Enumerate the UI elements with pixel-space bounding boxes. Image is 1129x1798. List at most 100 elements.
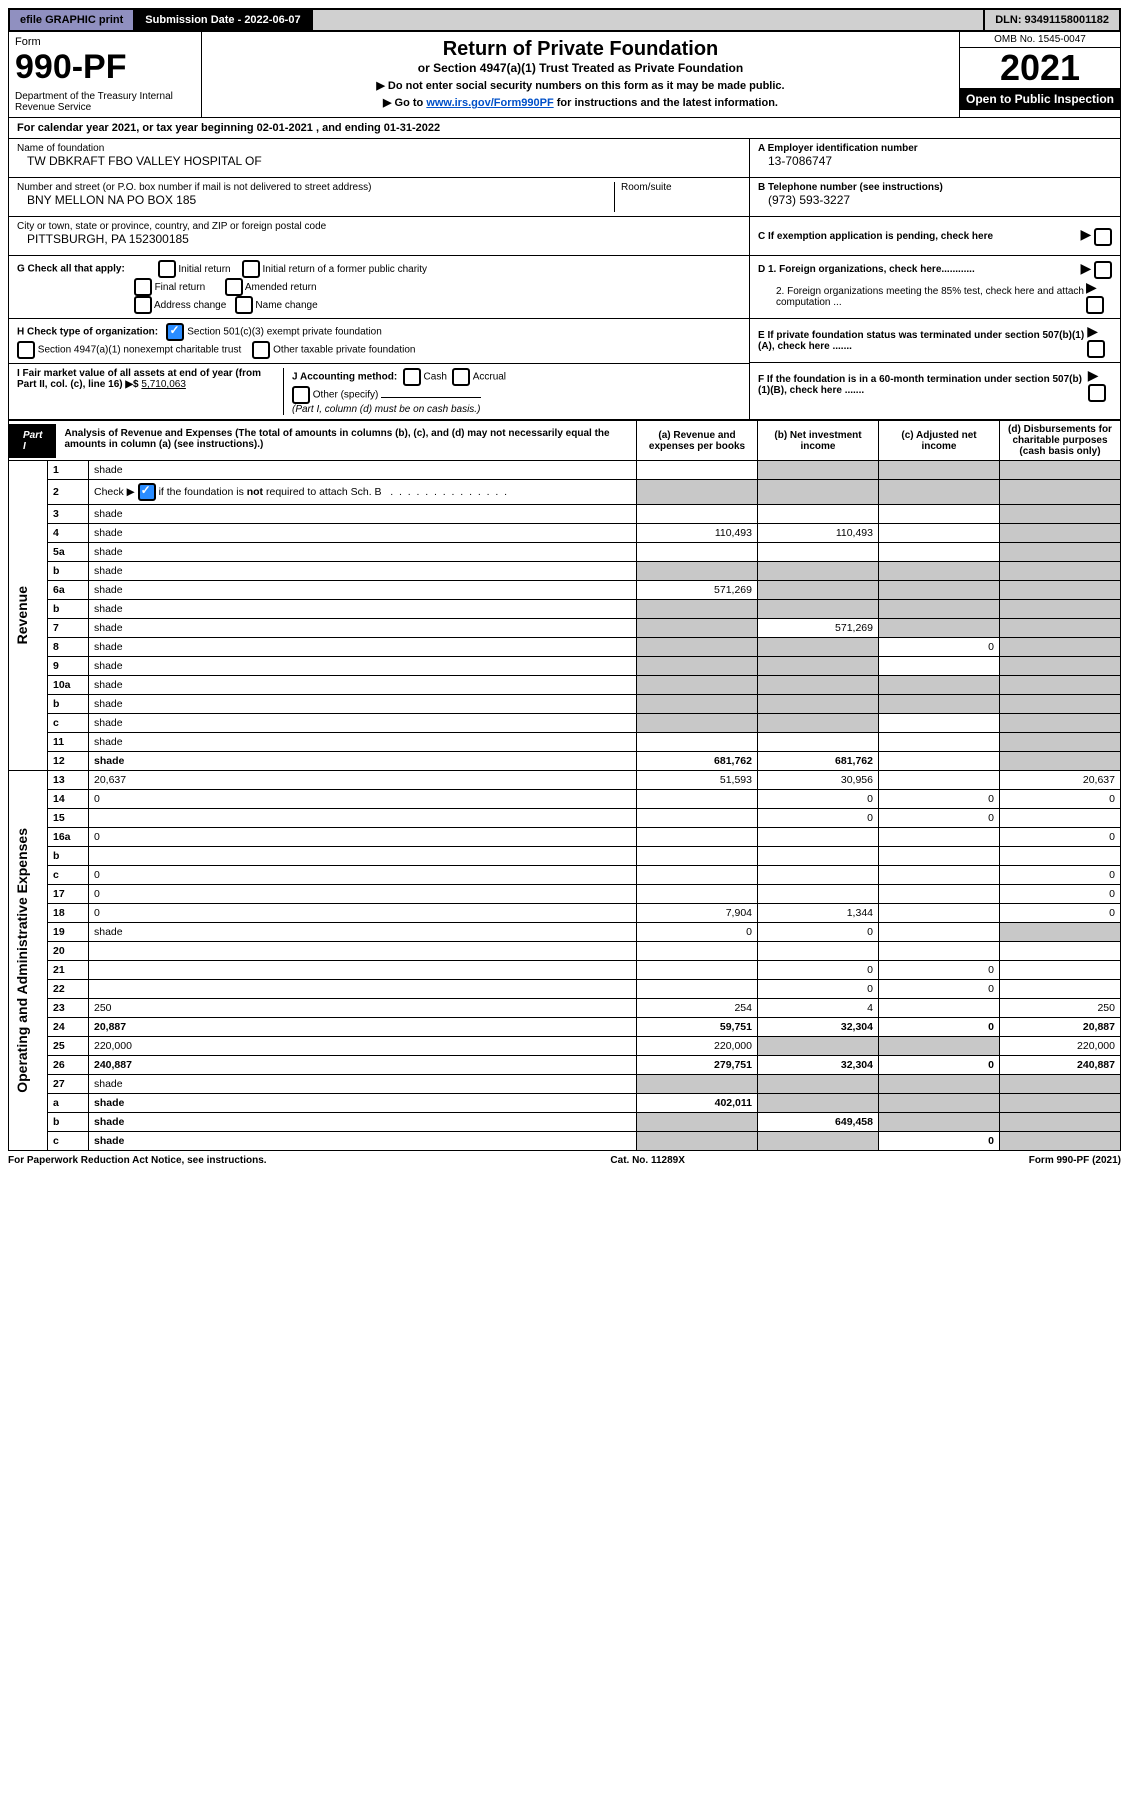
checkbox-other-taxable[interactable] — [252, 341, 270, 359]
cell-value: 0 — [637, 923, 758, 942]
cell-shaded — [758, 581, 879, 600]
cell-shaded — [879, 1113, 1000, 1132]
row-number: 26 — [48, 1056, 89, 1075]
cell-value: 32,304 — [758, 1018, 879, 1037]
cell-shaded — [758, 562, 879, 581]
arrow-icon: ▶ — [1087, 323, 1098, 339]
opt-initial-public: Initial return of a former public charit… — [263, 264, 428, 275]
omb-number: OMB No. 1545-0047 — [960, 32, 1120, 48]
table-row: 1500 — [9, 809, 1121, 828]
note-post: for instructions and the latest informat… — [554, 97, 778, 109]
note-link: ▶ Go to www.irs.gov/Form990PF for instru… — [210, 96, 951, 109]
cell-value: 59,751 — [637, 1018, 758, 1037]
part1-table: Part I Analysis of Revenue and Expenses … — [8, 420, 1121, 1151]
table-row: cshade — [9, 714, 1121, 733]
efile-button[interactable]: efile GRAPHIC print — [10, 10, 135, 30]
checkbox-other-acct[interactable] — [292, 386, 310, 404]
checkbox-d2[interactable] — [1086, 296, 1104, 314]
year-box: OMB No. 1545-0047 2021 Open to Public In… — [959, 32, 1120, 117]
row-desc: 240,887 — [89, 1056, 637, 1075]
checkbox-name[interactable] — [235, 296, 253, 314]
cell-shaded — [758, 1094, 879, 1113]
cell-value: 110,493 — [758, 524, 879, 543]
cell-value: 0 — [1000, 828, 1121, 847]
row-number: 21 — [48, 961, 89, 980]
checkbox-c[interactable] — [1094, 228, 1112, 246]
cell-shaded — [637, 638, 758, 657]
dln-label: DLN: 93491158001182 — [983, 10, 1119, 30]
table-row: 2100 — [9, 961, 1121, 980]
checkbox-address[interactable] — [134, 296, 152, 314]
checkbox-501c3[interactable] — [166, 323, 184, 341]
cell-value: 0 — [758, 923, 879, 942]
b-label: B Telephone number (see instructions) — [758, 182, 1112, 193]
checkbox-cash[interactable] — [403, 368, 421, 386]
row-number: 14 — [48, 790, 89, 809]
cell-shaded — [1000, 1113, 1121, 1132]
checkbox-d1[interactable] — [1094, 261, 1112, 279]
cell-shaded — [879, 695, 1000, 714]
col-d-header: (d) Disbursements for charitable purpose… — [1000, 421, 1121, 461]
checkbox-initial-return[interactable] — [158, 260, 176, 278]
cell-value: 110,493 — [637, 524, 758, 543]
row-desc: shade — [89, 619, 637, 638]
row-desc — [89, 961, 637, 980]
checkbox-f[interactable] — [1088, 384, 1106, 402]
cell-value — [879, 904, 1000, 923]
checkbox-4947[interactable] — [17, 341, 35, 359]
j-cash: Cash — [424, 372, 447, 383]
name-label: Name of foundation — [17, 143, 741, 154]
cell-value — [758, 543, 879, 562]
checkbox-e[interactable] — [1087, 340, 1105, 358]
cell-shaded — [758, 1037, 879, 1056]
cell-value: 20,887 — [1000, 1018, 1121, 1037]
cell-value: 0 — [879, 980, 1000, 999]
row-number: 16a — [48, 828, 89, 847]
checkbox-amended[interactable] — [225, 278, 243, 296]
cell-shaded — [637, 657, 758, 676]
cell-shaded — [1000, 505, 1121, 524]
row-desc — [89, 847, 637, 866]
checkbox-schb[interactable] — [138, 483, 156, 501]
row-desc: shade — [89, 638, 637, 657]
cell-shaded — [1000, 1132, 1121, 1151]
cell-value: 0 — [758, 809, 879, 828]
row-number: 27 — [48, 1075, 89, 1094]
irs-link[interactable]: www.irs.gov/Form990PF — [426, 97, 553, 109]
i-label: I Fair market value of all assets at end… — [17, 368, 261, 390]
table-row: Revenue1shade — [9, 461, 1121, 480]
cell-value: 51,593 — [637, 771, 758, 790]
row-number: c — [48, 714, 89, 733]
expenses-side-label: Operating and Administrative Expenses — [9, 771, 48, 1151]
cell-value — [637, 733, 758, 752]
cell-value — [879, 524, 1000, 543]
table-row: 3shade — [9, 505, 1121, 524]
checkbox-final[interactable] — [134, 278, 152, 296]
cell-value: 220,000 — [637, 1037, 758, 1056]
form-header: Form 990-PF Department of the Treasury I… — [8, 32, 1121, 118]
checkbox-initial-public[interactable] — [242, 260, 260, 278]
cell-value: 240,887 — [1000, 1056, 1121, 1075]
row-number: b — [48, 1113, 89, 1132]
cell-value — [1000, 980, 1121, 999]
cell-value — [637, 505, 758, 524]
cell-shaded — [758, 1132, 879, 1151]
table-row: 27shade — [9, 1075, 1121, 1094]
row-number: 12 — [48, 752, 89, 771]
table-row: 6ashade571,269 — [9, 581, 1121, 600]
table-row: bshade — [9, 695, 1121, 714]
j-accrual: Accrual — [473, 372, 506, 383]
cell-value — [879, 733, 1000, 752]
cell-value — [758, 505, 879, 524]
row-desc: shade — [89, 676, 637, 695]
checkbox-accrual[interactable] — [452, 368, 470, 386]
table-row: c00 — [9, 866, 1121, 885]
cell-value — [758, 866, 879, 885]
table-row: 16a00 — [9, 828, 1121, 847]
cell-value: 254 — [637, 999, 758, 1018]
cell-value: 0 — [758, 790, 879, 809]
info-right: A Employer identification number 13-7086… — [749, 139, 1120, 419]
cell-shaded — [758, 1075, 879, 1094]
row-desc: shade — [89, 543, 637, 562]
row-desc: shade — [89, 1075, 637, 1094]
